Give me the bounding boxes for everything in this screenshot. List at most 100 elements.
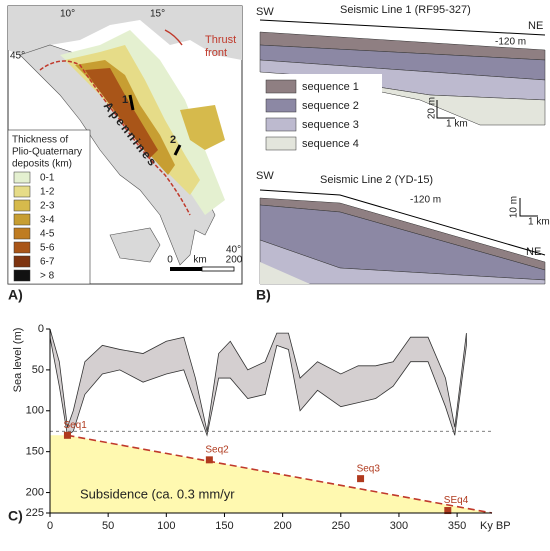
legend-title: Plio-Quaternary (12, 147, 82, 158)
sequence-point (205, 456, 213, 464)
sequence-point (63, 431, 71, 439)
legend-label: 5-6 (40, 243, 55, 254)
x-tick-label: 200 (273, 520, 291, 532)
scale-bar (201, 266, 235, 272)
sequence-point (444, 507, 452, 515)
legend-swatch (13, 185, 31, 198)
line-label: 2 (170, 134, 176, 146)
legend-label: 2-3 (40, 201, 55, 212)
thrust-label: Thrust (205, 34, 236, 46)
line-title: Seismic Line 2 (YD-15) (320, 174, 433, 186)
y-tick-label: 0 (38, 323, 44, 335)
legend-swatch (265, 79, 297, 94)
sequence-point (357, 475, 365, 483)
legend: sequence 1 sequence 2 sequence 3 sequence 4 (262, 74, 382, 154)
sea-floor (259, 189, 546, 256)
trend-line (67, 434, 493, 514)
legend-swatch (265, 136, 297, 151)
scale-label: 1 km (446, 119, 468, 130)
x-tick-label: 0 (47, 520, 53, 532)
scale-label: km (193, 255, 206, 266)
line-title: Seismic Line 1 (RF95-327) (340, 4, 471, 16)
x-tick-label: 250 (332, 520, 350, 532)
sea-level-band (49, 328, 467, 437)
lon-label: 10° (60, 9, 75, 20)
x-axis-label: Ky BP (480, 520, 511, 532)
sea-level-chart: Seq1 Seq2 Seq3 SEq4 Subsidence (ca. 0.3 mm/y… (8, 323, 511, 532)
legend-label: 3-4 (40, 215, 55, 226)
legend-swatch (13, 213, 31, 226)
line-1 (128, 94, 135, 111)
panel-label: A) (8, 287, 23, 303)
seismic: Seismic Line 1 (RF95-327) SW NE -120 m s… (256, 4, 550, 303)
scale-bar (436, 100, 455, 119)
legend-label: 6-7 (40, 257, 55, 268)
deposits-5-6 (85, 68, 158, 158)
scale-label: 10 m (509, 196, 520, 218)
legend-label: sequence 4 (302, 138, 359, 150)
deposits-2-3 (180, 105, 225, 150)
y-axis-label: Sea level (m) (12, 328, 24, 393)
legend-title: deposits (km) (12, 159, 72, 170)
legend-swatch (13, 269, 31, 282)
x-tick-label: 350 (448, 520, 466, 532)
depth-label: -120 m (410, 195, 441, 206)
point-label: Seq3 (357, 463, 381, 474)
legend-label: sequence 1 (302, 81, 359, 93)
legend-swatch (265, 98, 297, 113)
legend-swatch (13, 241, 31, 254)
point-label: Seq2 (205, 444, 229, 455)
orientation: NE (528, 20, 543, 32)
scale-label: 0 (167, 255, 173, 266)
lat-label: 45° (10, 51, 25, 62)
depth-label: -120 m (495, 37, 526, 48)
sea-floor (259, 19, 546, 36)
layer (260, 262, 310, 284)
legend: 0-1 1-2 2-3 3-4 4-5 5-6 6-7 > 8 (13, 171, 55, 282)
legend-title: Thickness of (12, 135, 68, 146)
y-tick-label: 50 (32, 364, 44, 376)
y-tick-label: 200 (26, 486, 44, 498)
x-tick-label: 50 (102, 520, 114, 532)
legend-swatch (13, 255, 31, 268)
x-tick-label: 300 (390, 520, 408, 532)
subsidence-label: Subsidence (ca. 0.3 mm/yr (80, 486, 235, 501)
scale-label: 1 km (528, 217, 550, 228)
legend-swatch (13, 199, 31, 212)
sicily (109, 227, 161, 263)
orientation: SW (256, 6, 274, 18)
legend-swatch (13, 171, 31, 184)
scale-bar (519, 198, 538, 217)
panel-label: C) (8, 508, 23, 524)
point-label: SEq4 (444, 495, 469, 506)
scale-label: 20 m (427, 97, 438, 119)
legend-swatch (265, 117, 297, 132)
land (8, 6, 242, 60)
legend-label: 1-2 (40, 187, 55, 198)
x-tick-label: 150 (215, 520, 233, 532)
lat-label: 40° (226, 245, 241, 256)
orientation: SW (256, 170, 274, 182)
thrust-front (39, 60, 191, 216)
x-tick-label: 100 (157, 520, 175, 532)
legend-label: > 8 (40, 271, 55, 282)
map: 10° 15° 45° 40° Thrust front Apennines 1… (7, 5, 243, 303)
y-tick-label: 100 (26, 405, 44, 417)
y-tick-label: 150 (26, 446, 44, 458)
legend-label: 0-1 (40, 173, 55, 184)
line-2 (173, 144, 182, 156)
lon-label: 15° (150, 9, 165, 20)
scale-label: 200 (226, 255, 243, 266)
point-label: Seq1 (63, 420, 87, 431)
scale-bar (170, 267, 202, 271)
legend-swatch (13, 227, 31, 240)
y-tick-label: 225 (26, 507, 44, 519)
line-label: 1 (122, 94, 128, 106)
thrust-label: front (205, 47, 227, 59)
legend-label: 4-5 (40, 229, 55, 240)
thrust-symbol (164, 29, 183, 46)
panel-label: B) (256, 287, 271, 303)
legend-label: sequence 2 (302, 100, 359, 112)
legend-label: sequence 3 (302, 119, 359, 131)
